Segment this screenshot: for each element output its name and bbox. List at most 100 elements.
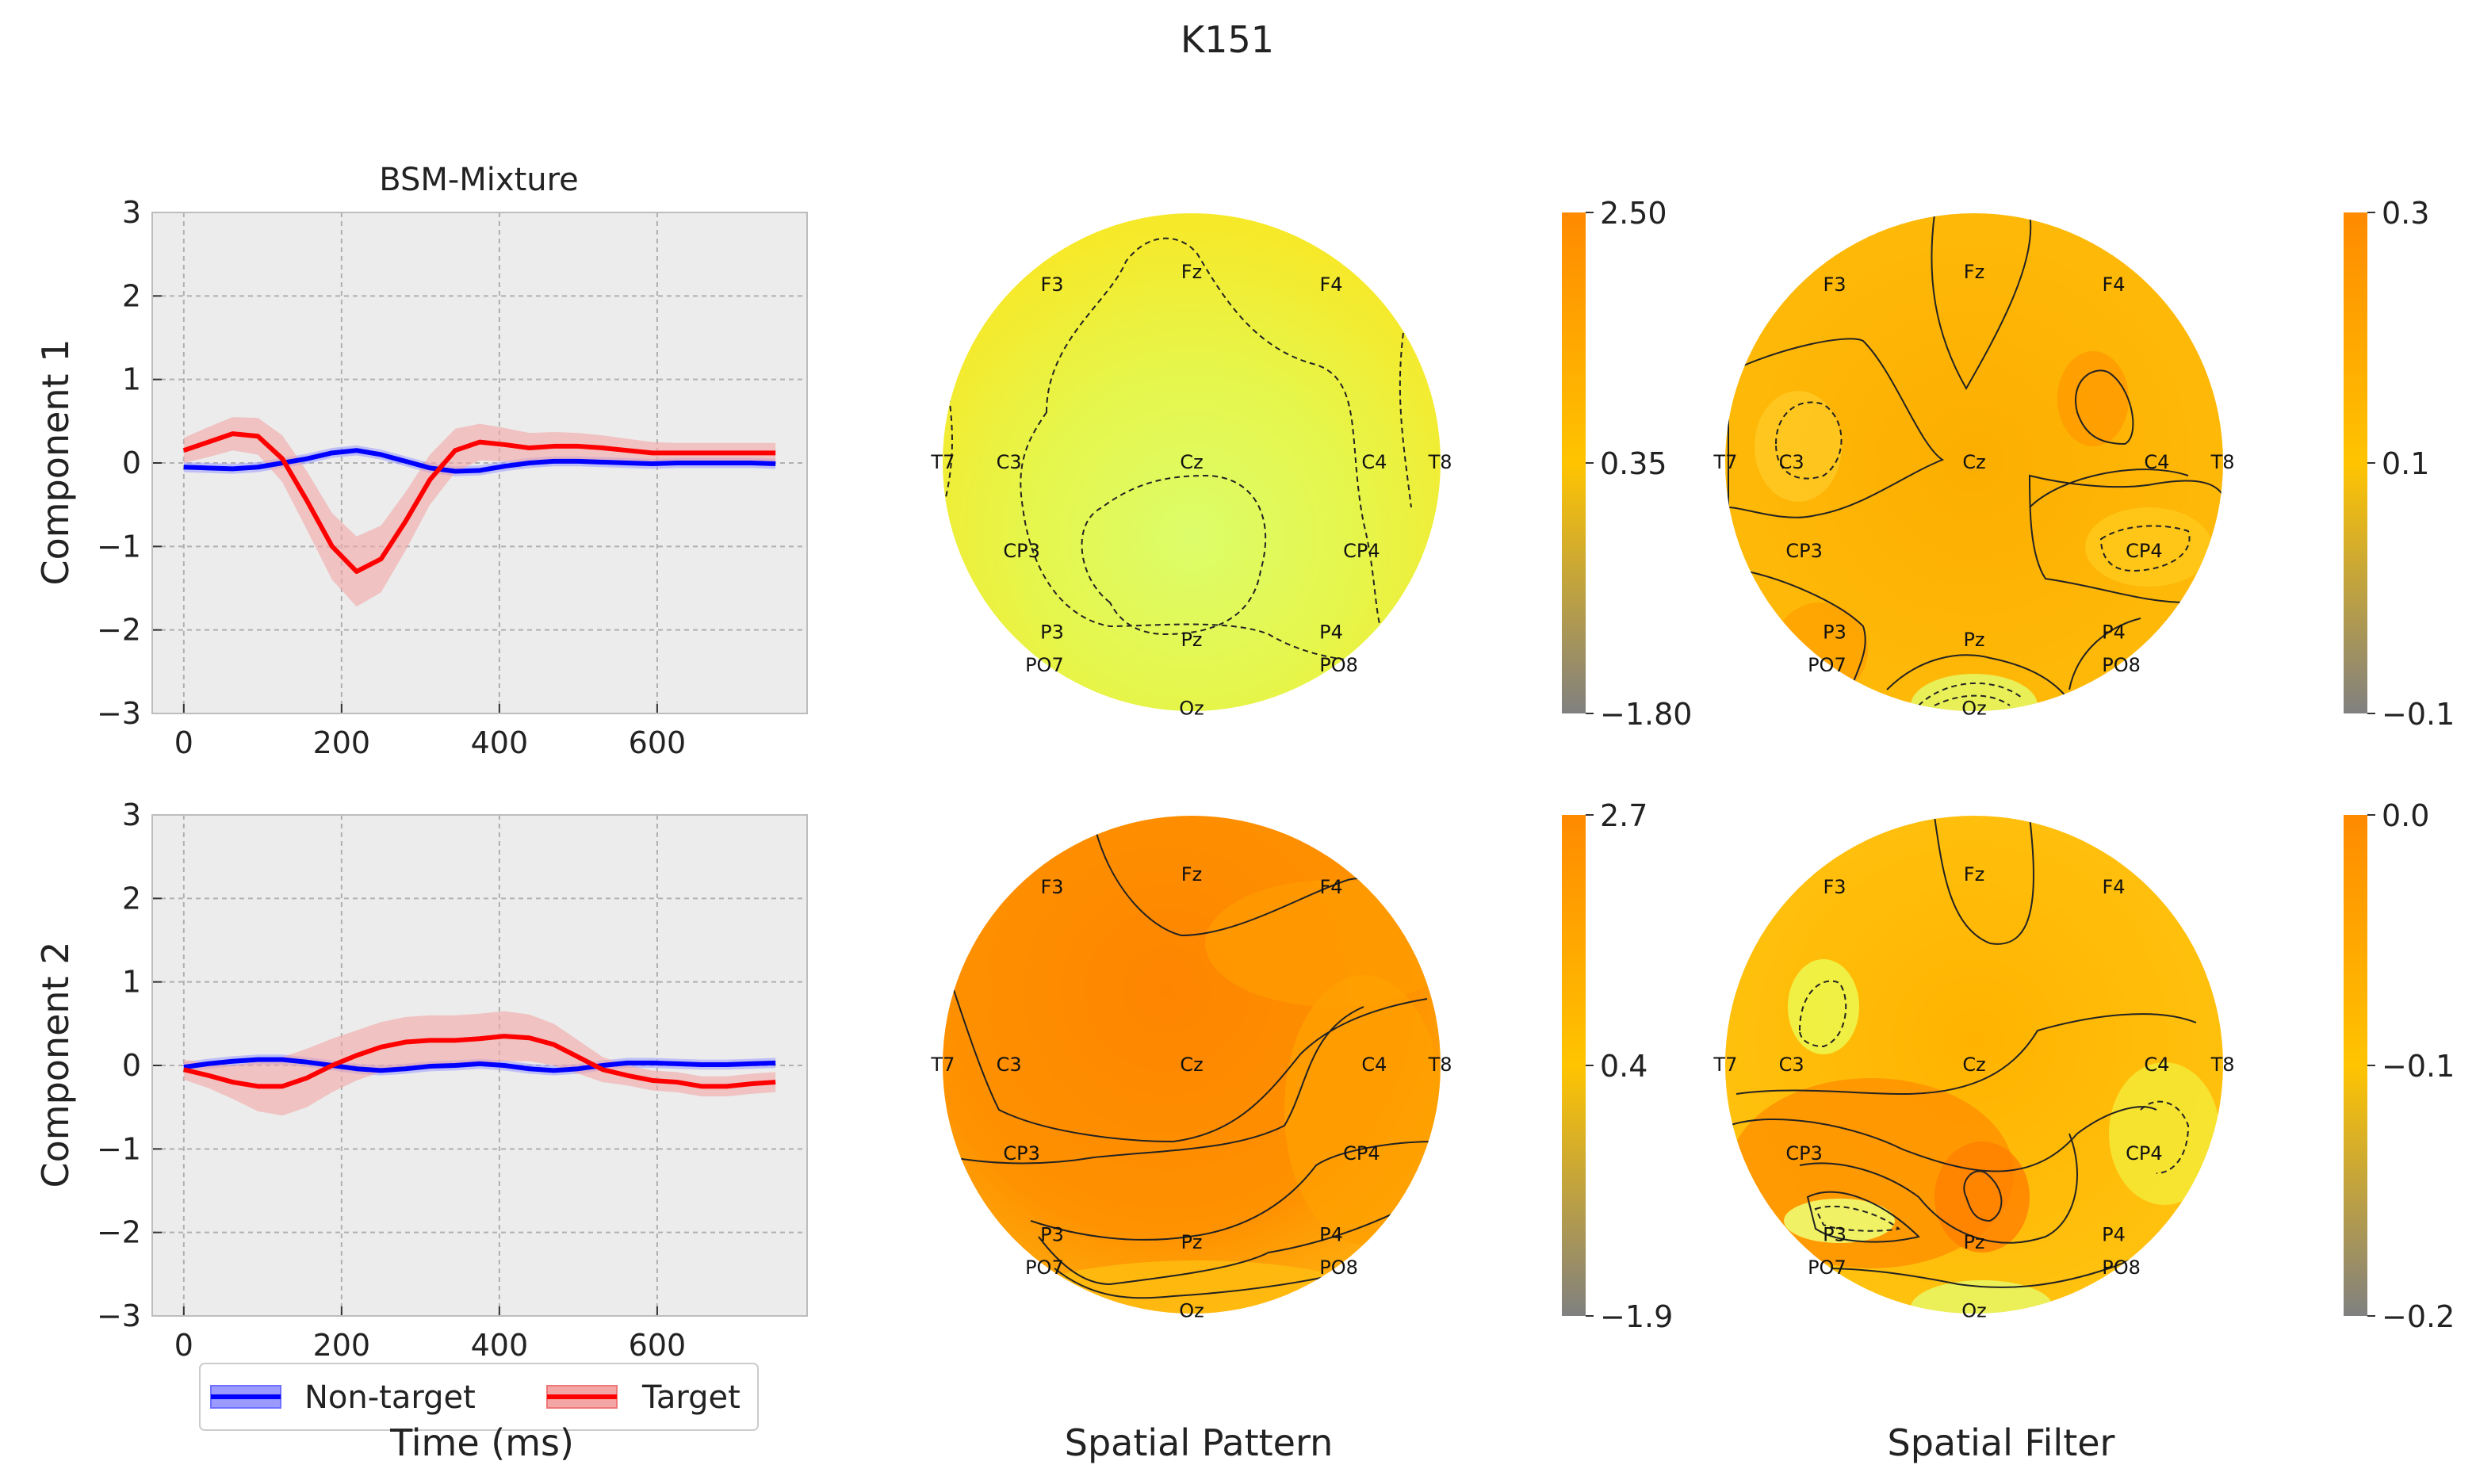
electrode-label-f3: F3 bbox=[1823, 876, 1846, 898]
electrode-label-cp3: CP3 bbox=[1003, 1142, 1040, 1165]
colorbar-tick-label: −0.1 bbox=[2382, 697, 2455, 732]
electrode-label-po8: PO8 bbox=[1319, 654, 1358, 676]
colorbar-tick-label: 0.4 bbox=[1600, 1049, 1647, 1084]
contour bbox=[1918, 682, 2023, 706]
contour bbox=[2029, 469, 2189, 508]
contour bbox=[943, 396, 953, 508]
electrode-label-p3: P3 bbox=[1823, 621, 1846, 643]
electrode-label-pz: Pz bbox=[1963, 629, 1984, 651]
y-tick-label: −3 bbox=[97, 696, 141, 731]
y-tick-label: 3 bbox=[122, 797, 141, 832]
contour bbox=[1728, 338, 1945, 518]
electrode-label-t7: T7 bbox=[1713, 1054, 1737, 1076]
electrode-label-cz: Cz bbox=[1180, 451, 1203, 473]
y-tick-label: 0 bbox=[122, 1048, 141, 1083]
head-disc bbox=[1725, 213, 2223, 711]
contour bbox=[1798, 980, 1847, 1048]
electrode-label-t8: T8 bbox=[2210, 451, 2235, 473]
colorbar-tick-label: 0.3 bbox=[2382, 196, 2429, 231]
electrode-label-p3: P3 bbox=[1823, 1223, 1846, 1245]
y-tick-label: 2 bbox=[122, 881, 141, 916]
contour bbox=[1934, 694, 2011, 706]
electrode-label-c4: C4 bbox=[2144, 1054, 2169, 1076]
colorbar-tick-label: −1.9 bbox=[1600, 1299, 1673, 1334]
x-tick-label: 600 bbox=[629, 1328, 687, 1363]
contour bbox=[1774, 401, 1843, 480]
xlabel-spatial-pattern: Spatial Pattern bbox=[1065, 1421, 1334, 1464]
legend-target-label: Target bbox=[641, 1379, 741, 1416]
colorbar-filter-1 bbox=[2344, 212, 2367, 713]
time-series-panel-1: 0 200 400 600 −3 −2 −1 0 1 2 3 bbox=[97, 195, 808, 760]
electrode-label-p4: P4 bbox=[1319, 621, 1343, 643]
electrode-label-t8: T8 bbox=[2210, 1054, 2235, 1076]
band-target bbox=[183, 417, 776, 607]
series-line-target bbox=[182, 431, 776, 574]
y-tick-label: −1 bbox=[97, 529, 141, 564]
colorbar-tick-label: −1.80 bbox=[1600, 697, 1692, 732]
x-tick-label: 400 bbox=[471, 1328, 529, 1363]
contour bbox=[1735, 1013, 2197, 1096]
y-tick-label: 3 bbox=[122, 195, 141, 230]
electrode-label-f3: F3 bbox=[1823, 273, 1846, 296]
electrode-label-po7: PO7 bbox=[1025, 654, 1064, 676]
electrode-label-po7: PO7 bbox=[1025, 1256, 1064, 1279]
contour bbox=[1814, 1205, 1901, 1232]
electrode-label-c3: C3 bbox=[1779, 451, 1804, 473]
electrode-label-f3: F3 bbox=[1040, 876, 1063, 898]
electrode-label-f4: F4 bbox=[1319, 876, 1342, 898]
colorbar-tick-label: 0.0 bbox=[2382, 798, 2429, 833]
electrode-label-oz: Oz bbox=[1179, 1299, 1204, 1321]
x-tick-label: 200 bbox=[313, 725, 371, 760]
electrode-label-cp3: CP3 bbox=[1785, 540, 1823, 562]
colorbar-filter-2 bbox=[2344, 815, 2367, 1316]
topomap-pattern-2 bbox=[943, 816, 1441, 1314]
electrode-label-pz: Pz bbox=[1963, 1231, 1984, 1253]
electrode-label-c4: C4 bbox=[1361, 1054, 1387, 1076]
y-tick-label: 1 bbox=[122, 965, 141, 1000]
electrode-label-po8: PO8 bbox=[2102, 654, 2141, 676]
electrode-label-oz: Oz bbox=[1179, 697, 1204, 719]
electrode-label-fz: Fz bbox=[1964, 863, 1984, 885]
row-label-component-2: Component 2 bbox=[34, 942, 77, 1188]
colorbar-tick-label: −0.1 bbox=[2382, 1049, 2455, 1084]
contour bbox=[2099, 525, 2191, 572]
legend-frame bbox=[199, 1363, 759, 1431]
electrode-label-p3: P3 bbox=[1040, 1223, 1064, 1245]
contour bbox=[2068, 618, 2141, 690]
electrode-label-fz: Fz bbox=[1964, 261, 1984, 283]
contour bbox=[1806, 1191, 1920, 1243]
electrode-label-p3: P3 bbox=[1040, 621, 1064, 643]
colorbar-tick-label: 0.35 bbox=[1600, 446, 1667, 481]
electrode-label-pz: Pz bbox=[1181, 629, 1202, 651]
legend-nontarget-label: Non-target bbox=[304, 1379, 476, 1416]
x-tick-label: 400 bbox=[471, 725, 529, 760]
electrode-label-t8: T8 bbox=[1428, 451, 1452, 473]
electrode-label-c3: C3 bbox=[1779, 1054, 1804, 1076]
electrode-label-pz: Pz bbox=[1181, 1231, 1202, 1253]
electrode-label-cp4: CP4 bbox=[2126, 540, 2163, 562]
colorbar-tick-label: 2.7 bbox=[1600, 798, 1647, 833]
electrode-label-p4: P4 bbox=[2102, 1223, 2126, 1245]
contour bbox=[1886, 654, 2078, 711]
xlabel-spatial-filter: Spatial Filter bbox=[1888, 1421, 2115, 1464]
x-tick-label: 0 bbox=[174, 725, 193, 760]
electrode-label-oz: Oz bbox=[1961, 697, 1987, 719]
electrode-label-t7: T7 bbox=[1713, 451, 1737, 473]
electrode-label-cz: Cz bbox=[1962, 451, 1985, 473]
head-disc bbox=[943, 213, 1441, 711]
y-tick-label: −1 bbox=[97, 1131, 141, 1166]
contour bbox=[1963, 1170, 2003, 1222]
electrode-label-p4: P4 bbox=[1319, 1223, 1343, 1245]
colorbar-tick-label: 2.50 bbox=[1600, 196, 1667, 231]
contour bbox=[2075, 369, 2134, 446]
topomap-filter-2 bbox=[1725, 816, 2223, 1314]
contour bbox=[2140, 1100, 2190, 1174]
electrode-label-cp3: CP3 bbox=[1003, 540, 1040, 562]
column-title-bsm: BSM-Mixture bbox=[379, 162, 579, 198]
y-tick-label: 0 bbox=[122, 446, 141, 480]
electrode-label-t8: T8 bbox=[1428, 1054, 1452, 1076]
electrode-label-c3: C3 bbox=[997, 451, 1022, 473]
x-tick-label: 600 bbox=[629, 725, 687, 760]
electrode-label-p4: P4 bbox=[2102, 621, 2126, 643]
